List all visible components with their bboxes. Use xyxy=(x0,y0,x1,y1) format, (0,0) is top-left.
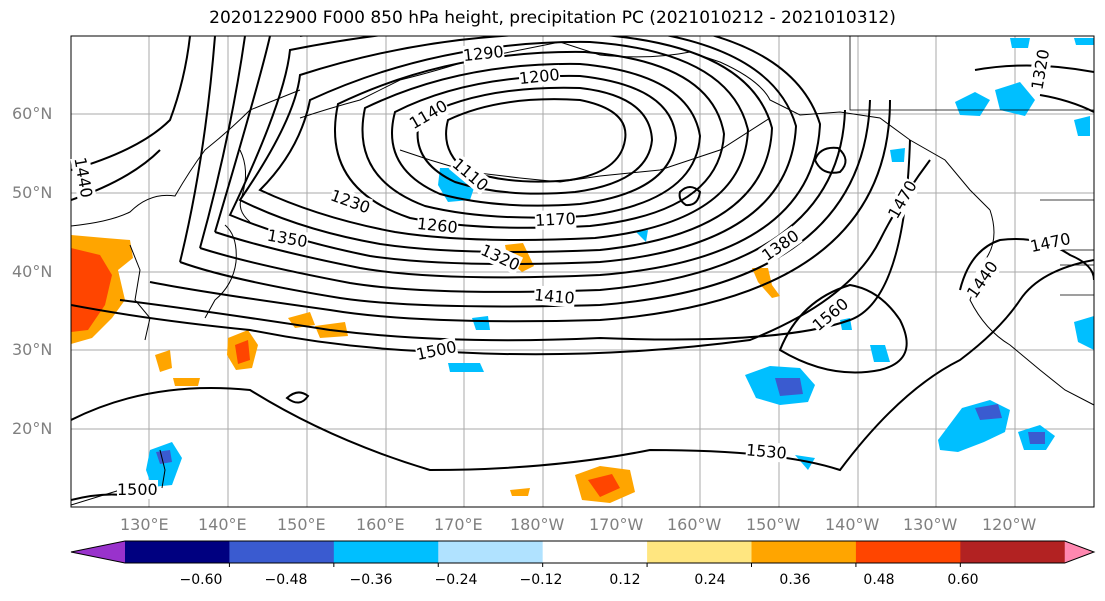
lon-label: 150°E xyxy=(277,515,326,534)
colorbar-segment xyxy=(647,541,752,563)
colorbar-extend-low xyxy=(71,541,125,563)
lat-label: 20°N xyxy=(12,419,53,438)
colorbar-tick-label: 0.48 xyxy=(863,572,895,588)
contour-1320 xyxy=(228,36,798,265)
colorbar-tick-label: −0.48 xyxy=(264,572,308,588)
colorbar-tick-label: −0.12 xyxy=(519,572,563,588)
lon-label: 130°W xyxy=(903,515,958,534)
precip-shading xyxy=(71,38,1094,503)
contour-1260 xyxy=(258,40,750,241)
lon-label: 150°W xyxy=(746,515,801,534)
colorbar-segment xyxy=(438,541,544,563)
borders xyxy=(849,36,1094,296)
colorbar-segment xyxy=(751,541,857,563)
colorbar-extend-high xyxy=(1064,541,1094,563)
contour-1350 xyxy=(214,36,822,279)
colorbar-segment xyxy=(229,541,335,563)
contour-ridge-low xyxy=(813,146,847,174)
contour-label: 1170 xyxy=(534,208,577,231)
lon-label: 170°E xyxy=(434,515,483,534)
gridlines xyxy=(71,36,1094,507)
lon-label: 130°E xyxy=(120,515,169,534)
colorbar-tick-label: 0.36 xyxy=(779,572,811,588)
contour-1380 xyxy=(199,36,846,293)
map-title: 2020122900 F000 850 hPa height, precipit… xyxy=(209,8,896,28)
lat-label: 60°N xyxy=(12,104,53,123)
lon-label: 180°W xyxy=(510,515,565,534)
contour-small-loop xyxy=(678,186,702,207)
colorbar-segment xyxy=(333,541,439,563)
lat-label: 30°N xyxy=(12,340,53,359)
contour-label: 1500 xyxy=(117,480,158,499)
colorbar-tick-label: 0.12 xyxy=(609,572,641,588)
contour-1560 xyxy=(778,283,908,374)
contour-1290 xyxy=(238,36,774,253)
lon-label: 170°W xyxy=(589,515,644,534)
colorbar-outline xyxy=(70,540,1096,564)
lon-label: 120°W xyxy=(982,515,1037,534)
lat-label: 50°N xyxy=(12,183,53,202)
contour-1200 xyxy=(361,62,702,219)
contour-1530 xyxy=(71,259,1094,472)
colorbar-segment xyxy=(960,541,1066,563)
map-frame xyxy=(70,35,1095,508)
contour-1410 xyxy=(179,36,871,308)
contour-1440 xyxy=(71,36,891,323)
contour-1140 xyxy=(416,86,654,195)
coastlines xyxy=(71,41,1094,506)
colorbar-tick-label: −0.24 xyxy=(434,572,478,588)
colorbar-tick-label: −0.36 xyxy=(349,572,393,588)
contour-label: 1530 xyxy=(745,440,788,463)
colorbar xyxy=(70,540,1096,567)
colorbar-tick-label: 0.24 xyxy=(694,572,726,588)
contour-label: 1260 xyxy=(416,213,459,238)
lat-label: 40°N xyxy=(12,262,53,281)
lon-label: 140°E xyxy=(198,515,247,534)
lon-label: 140°W xyxy=(825,515,880,534)
colorbar-tick-label: −0.60 xyxy=(179,572,223,588)
colorbar-tick-label: 0.60 xyxy=(947,572,979,588)
contour-label: 1410 xyxy=(533,285,576,308)
lon-label: 160°E xyxy=(356,515,405,534)
lon-label: 160°W xyxy=(667,515,722,534)
colorbar-segment xyxy=(125,541,230,563)
contour-1230 xyxy=(334,50,726,229)
colorbar-segment xyxy=(542,541,648,563)
colorbar-segment xyxy=(855,541,961,563)
